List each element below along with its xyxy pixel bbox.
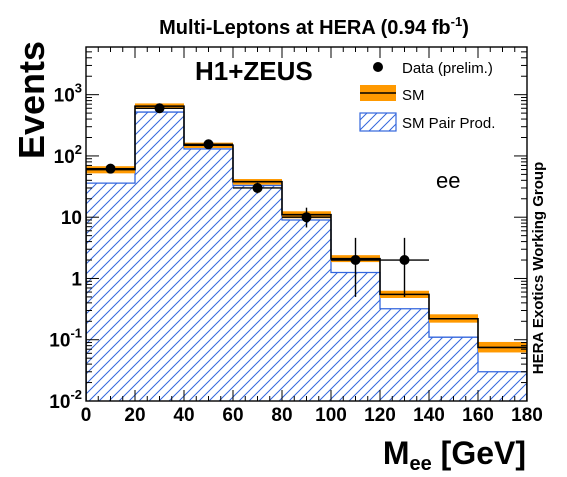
- legend-label: SM Pair Prod.: [402, 115, 495, 132]
- data-point: [154, 103, 165, 114]
- x-axis-label: Mee [GeV]: [383, 435, 526, 475]
- data-point: [203, 139, 214, 150]
- experiment-label: H1+ZEUS: [195, 56, 313, 86]
- y-tick-label: 103: [54, 81, 82, 107]
- data-point: [301, 212, 312, 223]
- x-tick-label: 100: [315, 405, 347, 426]
- x-tick-label: 20: [124, 405, 145, 426]
- legend: Data (prelim.) SM SM Pair Prod.: [359, 60, 495, 132]
- y-axis-label: Events: [11, 41, 52, 159]
- y-tick-label: 10: [61, 208, 82, 229]
- working-group-label: HERA Exotics Working Group: [530, 162, 547, 375]
- data-point: [399, 255, 410, 266]
- x-tick-label: 0: [81, 405, 92, 426]
- legend-label: SM: [402, 87, 425, 104]
- data-point: [350, 255, 361, 266]
- x-tick-label: 80: [271, 405, 292, 426]
- x-tick-label: 60: [222, 405, 243, 426]
- data-point: [105, 163, 116, 174]
- x-tick-label: 180: [511, 405, 543, 426]
- pair-prod-bar: [135, 112, 184, 401]
- x-tick-label: 40: [173, 405, 194, 426]
- chart-title: Multi-Leptons at HERA (0.94 fb-1): [159, 14, 469, 39]
- data-point: [252, 182, 263, 193]
- legend-data-marker: [373, 62, 383, 72]
- pair-prod-bar: [184, 148, 233, 401]
- legend-label: Data (prelim.): [402, 60, 493, 77]
- pair-prod-bar: [282, 220, 331, 401]
- pair-prod-bar: [429, 337, 478, 401]
- y-tick-label: 1: [71, 269, 82, 290]
- pair-prod-bar: [86, 183, 135, 401]
- pair-prod-bar: [380, 308, 429, 401]
- y-tick-label: 10-2: [49, 387, 82, 413]
- legend-pair-swatch: [359, 112, 397, 132]
- pair-prod-bar: [233, 185, 282, 401]
- y-tick-label: 10-1: [49, 326, 82, 352]
- channel-label: ee: [436, 168, 460, 193]
- x-tick-label: 140: [413, 405, 445, 426]
- x-tick-label: 160: [462, 405, 494, 426]
- x-tick-label: 120: [364, 405, 396, 426]
- y-tick-label: 102: [54, 142, 82, 168]
